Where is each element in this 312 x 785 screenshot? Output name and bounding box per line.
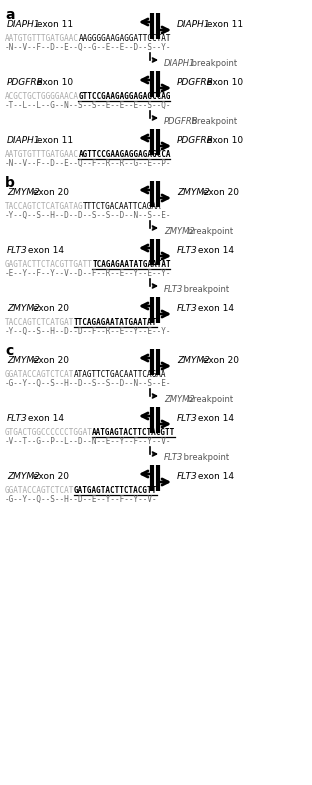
Text: exon 14: exon 14	[25, 246, 64, 255]
Text: exon 14: exon 14	[25, 414, 64, 423]
Text: breakpoint: breakpoint	[189, 59, 237, 68]
Text: TCAGAGAATATGAATAT: TCAGAGAATATGAATAT	[92, 260, 171, 269]
Text: exon 10: exon 10	[204, 78, 243, 87]
Text: AGTTCCGAAGAGGAGAGCCA: AGTTCCGAAGAGGAGAGCCA	[78, 150, 171, 159]
Text: breakpoint: breakpoint	[181, 453, 229, 462]
Text: exon 20: exon 20	[30, 188, 69, 197]
Text: AATGAGTACTTCTACGTT: AATGAGTACTTCTACGTT	[92, 428, 175, 437]
Text: exon 11: exon 11	[204, 20, 243, 29]
Text: ZMYM2: ZMYM2	[7, 188, 40, 197]
Text: ACGCTGCTGGGGAACA: ACGCTGCTGGGGAACA	[5, 92, 79, 101]
Text: ZMYM2: ZMYM2	[7, 304, 40, 313]
Text: DIAPH1: DIAPH1	[177, 20, 211, 29]
Text: exon 20: exon 20	[200, 356, 239, 365]
Text: PDGFRB: PDGFRB	[177, 78, 214, 87]
Text: ZMYM2: ZMYM2	[177, 188, 210, 197]
Text: GAGTACTTCTACGTTGATT: GAGTACTTCTACGTTGATT	[5, 260, 93, 269]
Text: ZMYM2: ZMYM2	[177, 356, 210, 365]
Text: AAGGGGAAGAGGATTCCTAT: AAGGGGAAGAGGATTCCTAT	[78, 34, 171, 43]
Text: FLT3: FLT3	[164, 453, 183, 462]
Text: FLT3: FLT3	[177, 246, 198, 255]
Text: c: c	[5, 344, 13, 358]
Text: -T--L--L--G--N--S--S--E--E--E--S--Q-: -T--L--L--G--N--S--S--E--E--E--S--Q-	[5, 101, 172, 110]
Text: AATGTGTTTGATGAAC: AATGTGTTTGATGAAC	[5, 34, 79, 43]
Text: PDGFRB: PDGFRB	[177, 136, 214, 145]
Text: GATGAGTACTTCTACGTT: GATGAGTACTTCTACGTT	[74, 486, 157, 495]
Text: -Y--Q--S--H--D--D--S--S--D--N--S--E-: -Y--Q--S--H--D--D--S--S--D--N--S--E-	[5, 211, 172, 220]
Text: -E--Y--F--Y--V--D--F--R--E--Y--E--Y-: -E--Y--F--Y--V--D--F--R--E--Y--E--Y-	[5, 269, 172, 278]
Text: breakpoint: breakpoint	[189, 117, 237, 126]
Text: exon 20: exon 20	[30, 304, 69, 313]
Text: TTCAGAGAATATGAATAT: TTCAGAGAATATGAATAT	[74, 318, 157, 327]
Text: TTTCTGACAATTCAGAA: TTTCTGACAATTCAGAA	[83, 202, 162, 211]
Text: -N--V--F--D--E--Q--F--R--R--G--E--P-: -N--V--F--D--E--Q--F--R--R--G--E--P-	[5, 159, 172, 168]
Text: b: b	[5, 176, 15, 190]
Text: DIAPH1: DIAPH1	[7, 20, 41, 29]
Text: ZMYM2: ZMYM2	[7, 356, 40, 365]
Text: ZMYM2: ZMYM2	[164, 227, 195, 236]
Text: exon 11: exon 11	[34, 20, 73, 29]
Text: -N--V--F--D--E--Q--G--E--E--D--S--Y-: -N--V--F--D--E--Q--G--E--E--D--S--Y-	[5, 43, 172, 52]
Text: FLT3: FLT3	[177, 304, 198, 313]
Text: GGATACCAGTCTCAT: GGATACCAGTCTCAT	[5, 370, 74, 379]
Text: exon 14: exon 14	[195, 304, 234, 313]
Text: -G--Y--Q--S--H--D--E--Y--F--Y--V-: -G--Y--Q--S--H--D--E--Y--F--Y--V-	[5, 495, 158, 504]
Text: GTGACTGGCCCCCCTGGAT: GTGACTGGCCCCCCTGGAT	[5, 428, 93, 437]
Text: DIAPH1: DIAPH1	[7, 136, 41, 145]
Text: ATAGTTCTGACAATTCAGAA: ATAGTTCTGACAATTCAGAA	[74, 370, 166, 379]
Text: breakpoint: breakpoint	[185, 227, 233, 236]
Text: ZMYM2: ZMYM2	[7, 472, 40, 481]
Text: exon 14: exon 14	[195, 246, 234, 255]
Text: -Y--Q--S--H--D--D--F--R--E--Y--E--Y-: -Y--Q--S--H--D--D--F--R--E--Y--E--Y-	[5, 327, 172, 336]
Text: PDGFRB: PDGFRB	[164, 117, 198, 126]
Text: FLT3: FLT3	[177, 414, 198, 423]
Text: breakpoint: breakpoint	[185, 395, 233, 404]
Text: FLT3: FLT3	[164, 285, 183, 294]
Text: GGATACCAGTCTCAT: GGATACCAGTCTCAT	[5, 486, 74, 495]
Text: exon 14: exon 14	[195, 414, 234, 423]
Text: PDGFRB: PDGFRB	[7, 78, 44, 87]
Text: FLT3: FLT3	[177, 472, 198, 481]
Text: -V--T--G--P--L--D--N--E--Y--F--Y--V-: -V--T--G--P--L--D--N--E--Y--F--Y--V-	[5, 437, 172, 446]
Text: breakpoint: breakpoint	[181, 285, 229, 294]
Text: TACCAGTCTCATGATAG: TACCAGTCTCATGATAG	[5, 202, 84, 211]
Text: exon 20: exon 20	[30, 472, 69, 481]
Text: exon 14: exon 14	[195, 472, 234, 481]
Text: exon 11: exon 11	[34, 136, 73, 145]
Text: exon 10: exon 10	[204, 136, 243, 145]
Text: FLT3: FLT3	[7, 414, 28, 423]
Text: TACCAGTCTCATGAT: TACCAGTCTCATGAT	[5, 318, 74, 327]
Text: ZMYM2: ZMYM2	[164, 395, 195, 404]
Text: GTTCCGAAGAGGAGAGCCAG: GTTCCGAAGAGGAGAGCCAG	[78, 92, 171, 101]
Text: exon 10: exon 10	[34, 78, 73, 87]
Text: exon 20: exon 20	[200, 188, 239, 197]
Text: FLT3: FLT3	[7, 246, 28, 255]
Text: DIAPH1: DIAPH1	[164, 59, 195, 68]
Text: a: a	[5, 8, 14, 22]
Text: exon 20: exon 20	[30, 356, 69, 365]
Text: AATGTGTTTGATGAAC: AATGTGTTTGATGAAC	[5, 150, 79, 159]
Text: -G--Y--Q--S--H--D--S--S--D--N--S--E-: -G--Y--Q--S--H--D--S--S--D--N--S--E-	[5, 379, 172, 388]
